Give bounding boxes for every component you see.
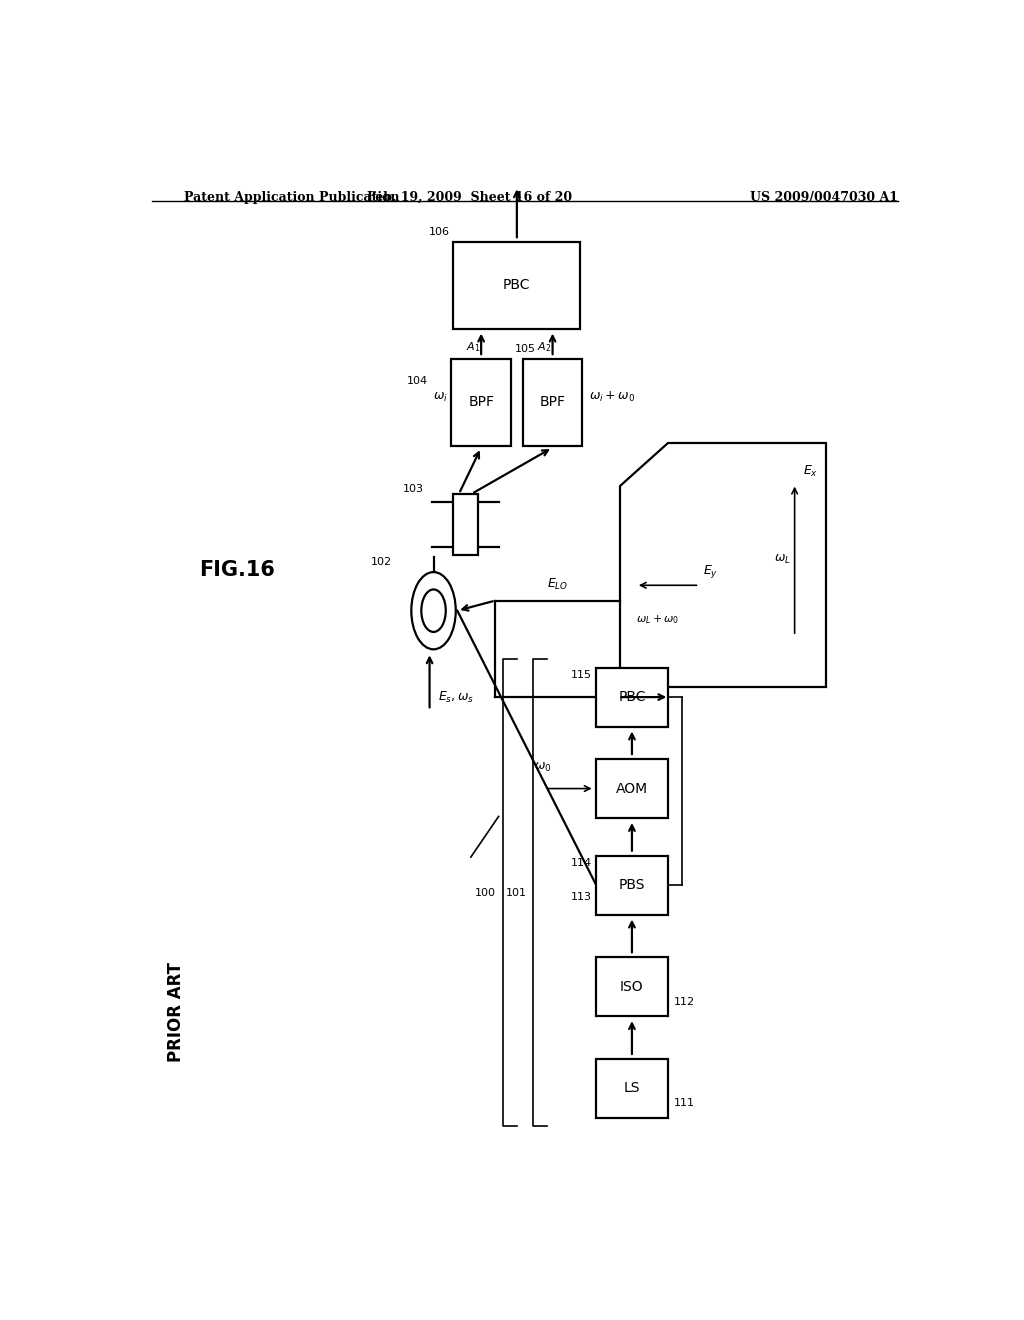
Text: Patent Application Publication: Patent Application Publication bbox=[183, 191, 399, 203]
Text: $\omega_L$: $\omega_L$ bbox=[774, 553, 791, 566]
Bar bbox=[453, 494, 478, 554]
Text: 102: 102 bbox=[371, 557, 391, 568]
Text: Feb. 19, 2009  Sheet 16 of 20: Feb. 19, 2009 Sheet 16 of 20 bbox=[367, 191, 571, 203]
Text: $E_{LO}$: $E_{LO}$ bbox=[547, 577, 568, 593]
Text: US 2009/0047030 A1: US 2009/0047030 A1 bbox=[750, 191, 898, 203]
Text: 101: 101 bbox=[506, 888, 526, 898]
Text: 103: 103 bbox=[403, 484, 424, 494]
Text: PBC: PBC bbox=[618, 690, 646, 704]
Text: FIG.16: FIG.16 bbox=[200, 560, 275, 579]
Text: 114: 114 bbox=[571, 858, 592, 867]
Text: $E_s, \omega_s$: $E_s, \omega_s$ bbox=[437, 690, 473, 705]
Text: $\omega_0$: $\omega_0$ bbox=[534, 762, 551, 775]
Text: BPF: BPF bbox=[540, 395, 565, 409]
Text: 113: 113 bbox=[571, 892, 592, 903]
Text: $\omega_i$: $\omega_i$ bbox=[432, 391, 447, 404]
Bar bbox=[523, 359, 583, 446]
Bar bbox=[596, 1059, 668, 1118]
Ellipse shape bbox=[412, 572, 456, 649]
Text: $\omega_i + \omega_0$: $\omega_i + \omega_0$ bbox=[589, 391, 635, 404]
Text: PBC: PBC bbox=[503, 279, 530, 293]
Text: 111: 111 bbox=[674, 1098, 695, 1109]
Ellipse shape bbox=[421, 590, 445, 632]
Bar bbox=[596, 957, 668, 1016]
Text: BPF: BPF bbox=[468, 395, 495, 409]
Bar bbox=[596, 855, 668, 915]
Text: 105: 105 bbox=[515, 345, 536, 354]
Bar bbox=[596, 759, 668, 818]
Text: ISO: ISO bbox=[621, 979, 644, 994]
Text: LS: LS bbox=[624, 1081, 640, 1096]
Text: 112: 112 bbox=[674, 997, 695, 1007]
Polygon shape bbox=[620, 444, 826, 686]
Text: AOM: AOM bbox=[615, 781, 648, 796]
Text: 100: 100 bbox=[475, 888, 497, 898]
Bar bbox=[452, 359, 511, 446]
Text: 115: 115 bbox=[571, 669, 592, 680]
Bar bbox=[596, 668, 668, 726]
Text: $A_1$: $A_1$ bbox=[466, 341, 480, 354]
Text: PRIOR ART: PRIOR ART bbox=[167, 962, 184, 1063]
Bar bbox=[454, 243, 581, 329]
Text: $E_x$: $E_x$ bbox=[803, 463, 818, 479]
Text: $E_y$: $E_y$ bbox=[703, 564, 719, 581]
Text: 104: 104 bbox=[407, 376, 428, 385]
Text: $\omega_L + \omega_0$: $\omega_L + \omega_0$ bbox=[636, 614, 679, 626]
Text: 106: 106 bbox=[428, 227, 450, 238]
Text: $A_2$: $A_2$ bbox=[538, 341, 552, 354]
Text: PBS: PBS bbox=[618, 878, 645, 892]
